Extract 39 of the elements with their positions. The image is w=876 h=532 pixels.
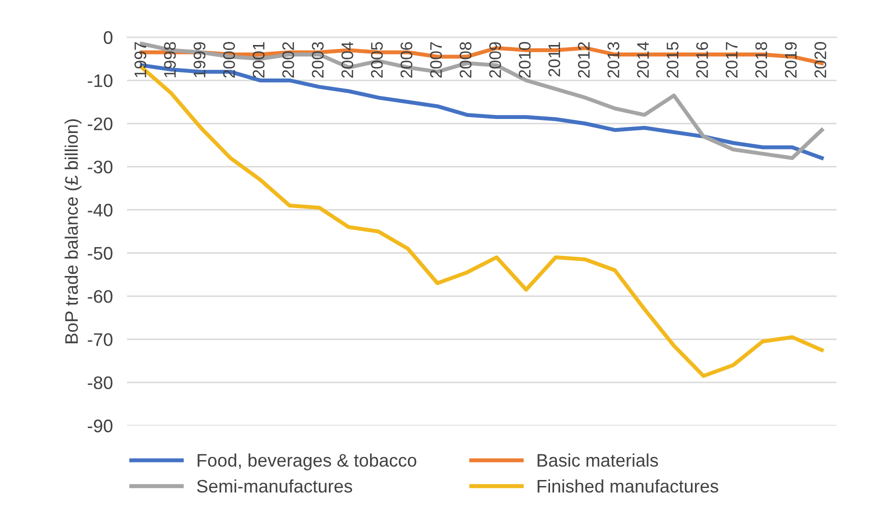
- x-tick-label: 2012: [578, 42, 590, 78]
- x-tick-label: 2013: [608, 42, 620, 78]
- y-tick-label: -50: [88, 246, 112, 260]
- x-tick-label: 1999: [194, 42, 206, 78]
- y-tick-label: -10: [88, 74, 112, 88]
- y-tick-label: -70: [88, 333, 112, 346]
- x-tick-label: 2009: [489, 42, 502, 78]
- x-tick-label: 2007: [430, 42, 442, 78]
- legend-label: Finished manufactures: [538, 479, 718, 493]
- y-tick-label: -40: [88, 204, 112, 217]
- x-tick-label: 2005: [370, 42, 383, 78]
- y-tick-label: -60: [88, 290, 112, 303]
- x-tick-label: 2014: [637, 42, 649, 78]
- y-tick-label: -90: [88, 420, 112, 432]
- x-tick-label: 2003: [312, 42, 324, 78]
- x-tick-label: 2019: [784, 42, 797, 78]
- x-tick-label: 1997: [134, 42, 146, 78]
- y-tick-label: -80: [88, 376, 112, 390]
- x-tick-label: 2016: [696, 42, 708, 78]
- x-tick-label: 2008: [460, 42, 472, 78]
- x-tick-label: 2001: [252, 42, 265, 78]
- y-tick-label: -30: [88, 160, 112, 174]
- x-tick-label: 2015: [666, 42, 678, 78]
- x-tick-label: 2020: [814, 42, 826, 78]
- x-tick-label: 2002: [282, 42, 294, 78]
- legend-label: Basic materials: [538, 454, 658, 467]
- x-tick-label: 2000: [223, 42, 235, 78]
- y-tick-label: -20: [88, 117, 112, 130]
- y-tick-label: 0: [104, 31, 112, 44]
- x-tick-label: 2004: [341, 42, 354, 78]
- x-tick-label: 2011: [548, 42, 560, 76]
- x-tick-label: 2017: [726, 42, 738, 78]
- legend-label: Semi-manufactures: [197, 479, 352, 493]
- y-axis-title: BoP trade balance (£ billion): [64, 119, 82, 344]
- x-tick-label: 1998: [164, 42, 176, 78]
- x-tick-label: 2010: [518, 42, 531, 78]
- x-tick-label: 2018: [755, 42, 768, 78]
- x-tick-label: 2006: [400, 42, 412, 78]
- legend-label: Food, beverages & tobacco: [198, 454, 416, 470]
